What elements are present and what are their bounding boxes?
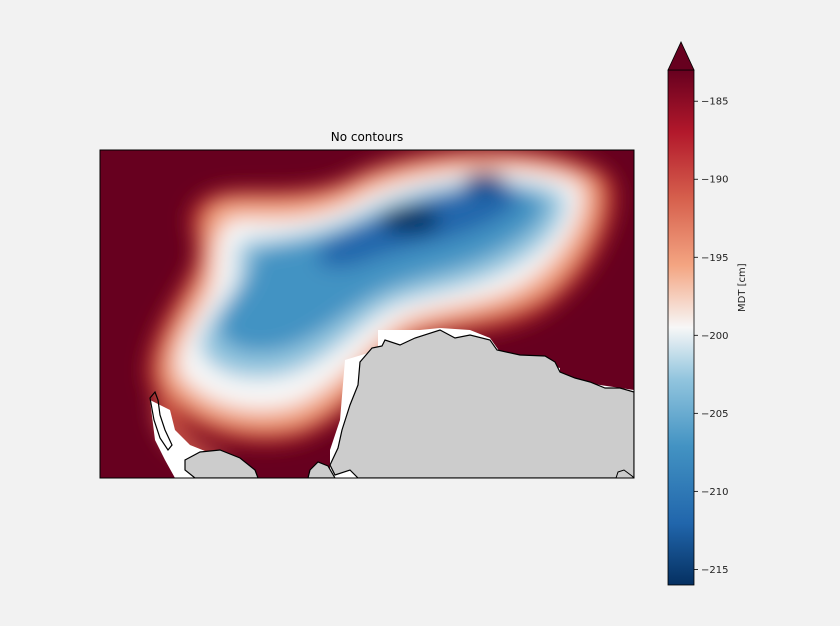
field-minimum-core-east (463, 172, 507, 194)
chart-title: No contours (330, 130, 404, 144)
colorbar: −185 −190 −195 −200 −205 −210 −215 (667, 41, 728, 586)
colorbar-tick-label: −210 (701, 487, 728, 498)
colorbar-tick-label: −200 (701, 331, 728, 342)
colorbar-tick-label: −205 (701, 409, 728, 420)
colorbar-tick-label: −215 (701, 565, 728, 576)
colorbar-label: MDT [cm] (737, 263, 748, 312)
mdt-field (146, 150, 617, 467)
colorbar-body (667, 69, 695, 586)
land-small (307, 461, 336, 478)
colorbar-ticks: −185 −190 −195 −200 −205 −210 −215 (694, 97, 728, 576)
colorbar-tick-label: −195 (701, 253, 728, 264)
colorbar-tick-label: −190 (701, 175, 728, 186)
field-minimum-core (380, 206, 440, 234)
island-coast (149, 390, 173, 452)
land-west (184, 449, 259, 478)
colorbar-extend-arrow (667, 41, 695, 71)
island-east (615, 469, 634, 478)
map-panel (100, 150, 634, 478)
land (329, 329, 634, 478)
no-data-area-west (150, 400, 250, 478)
colorbar-tick-label: −185 (701, 97, 728, 108)
map-frame (99, 149, 635, 479)
